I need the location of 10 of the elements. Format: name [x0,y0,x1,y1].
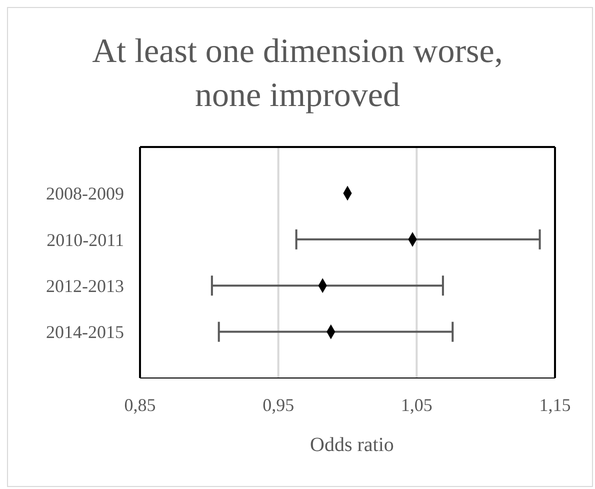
x-axis-title: Odds ratio [309,434,395,457]
y-tick-label: 2010-2011 [46,230,124,250]
y-tick-label: 2008-2009 [46,184,124,204]
x-tick-label: 1,05 [400,394,432,415]
y-tick-label: 2012-2013 [46,276,124,296]
x-tick-label: 1,15 [539,394,571,415]
chart-title: At least one dimension worse, none improved [91,32,504,116]
x-tick-label: 0,85 [124,394,156,415]
y-tick-label: 2014-2015 [46,322,124,342]
x-tick-label: 0,95 [262,394,294,415]
